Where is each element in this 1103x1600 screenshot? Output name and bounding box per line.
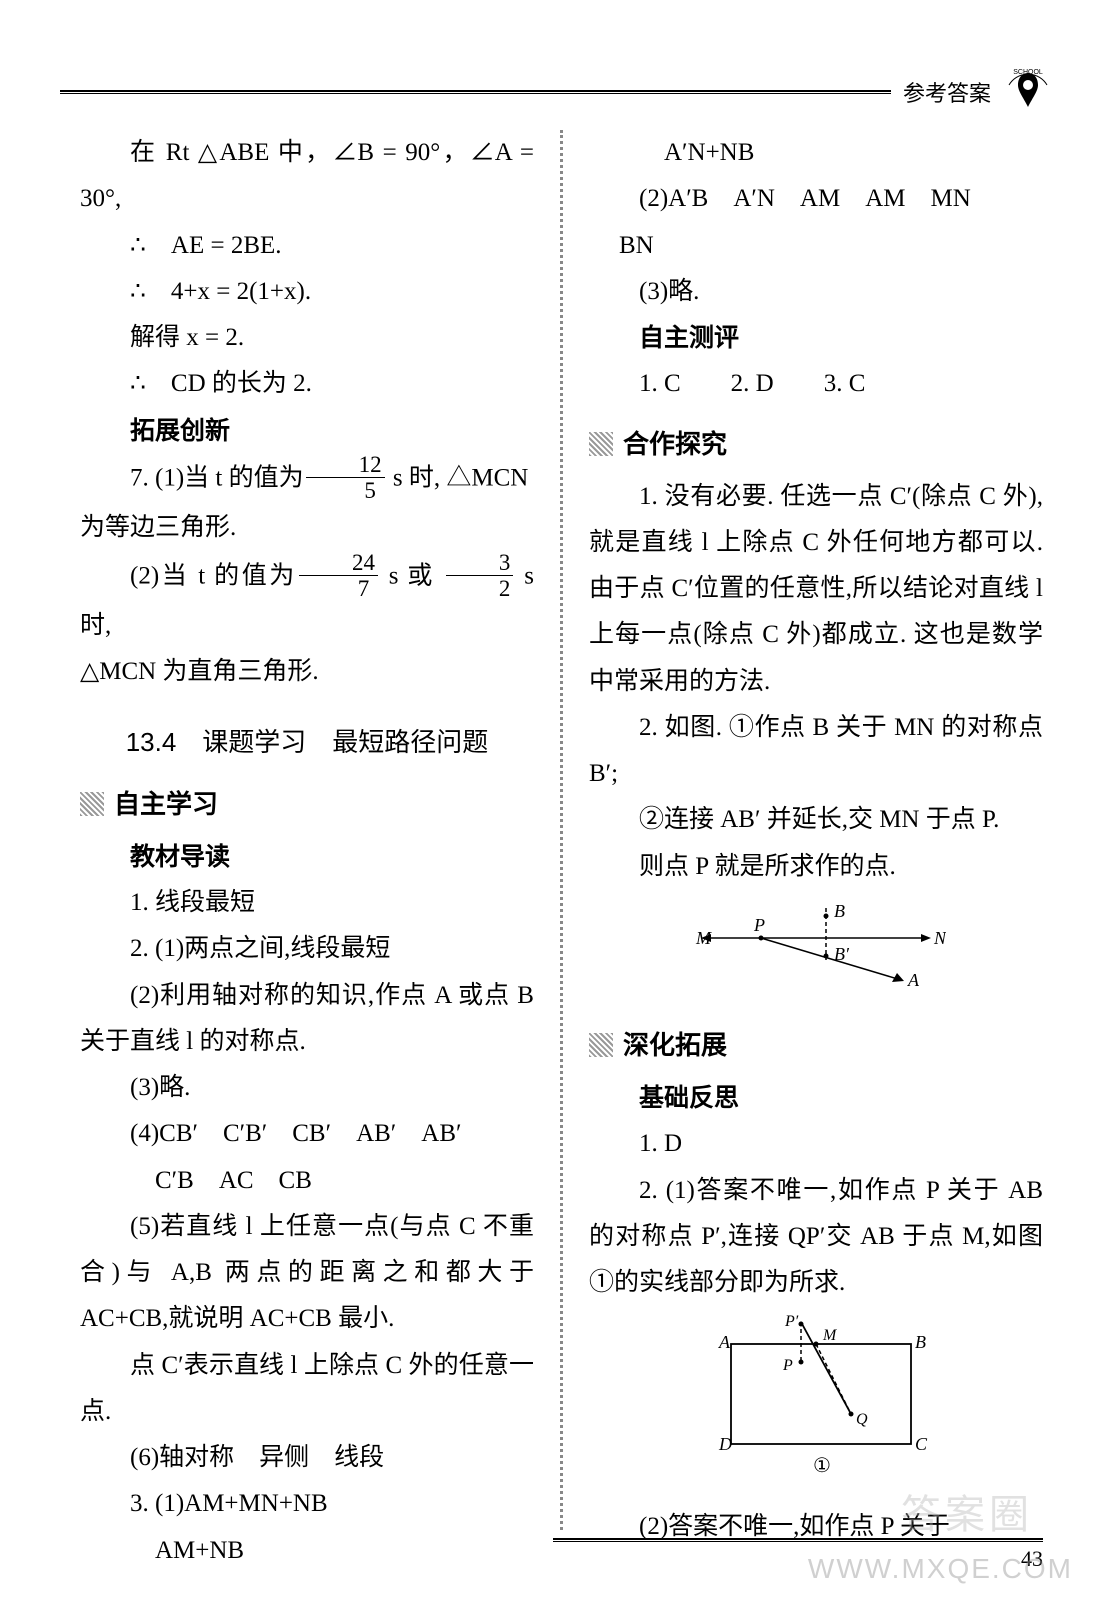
text-line: 3. (1)AM+MN+NB bbox=[80, 1481, 534, 1527]
svg-text:C: C bbox=[915, 1434, 928, 1454]
svg-text:P: P bbox=[782, 1357, 793, 1374]
text-line: AM+NB bbox=[80, 1528, 534, 1574]
school-logo: SCHOOL bbox=[1003, 67, 1053, 117]
watermark-cn: 答案圈 bbox=[901, 1482, 1033, 1540]
header-title: 参考答案 bbox=[903, 76, 991, 108]
fraction: 247 bbox=[299, 550, 378, 602]
diagram-2: A B C D P′ P M Q ① bbox=[589, 1314, 1043, 1495]
text-line: ②连接 AB′ 并延长,交 MN 于点 P. bbox=[589, 797, 1043, 843]
text-line: 1. 没有必要. 任选一点 C′(除点 C 外),就是直线 l 上除点 C 外任… bbox=[589, 474, 1043, 705]
text-line: 2. 如图. ①作点 B 关于 MN 的对称点 B′; bbox=[589, 705, 1043, 798]
text-line: 点 C′表示直线 l 上除点 C 外的任意一点. bbox=[80, 1343, 534, 1436]
svg-text:B: B bbox=[834, 901, 845, 921]
subsection: 教材导读 bbox=[80, 834, 534, 880]
header-rule bbox=[60, 90, 891, 94]
text-line: ∴ 4+x = 2(1+x). bbox=[80, 269, 534, 315]
text-line: 7. (1)当 t 的值为125 s 时, △MCN bbox=[80, 454, 534, 506]
text-line: 解得 x = 2. bbox=[80, 315, 534, 361]
section-header: 自主学习 bbox=[80, 780, 534, 828]
text-fragment: s 或 bbox=[380, 562, 444, 589]
subsection: 拓展创新 bbox=[80, 408, 534, 454]
text-line: 1. D bbox=[589, 1121, 1043, 1167]
text-line: C′B AC CB bbox=[80, 1158, 534, 1204]
svg-text:B: B bbox=[915, 1332, 926, 1352]
svg-text:D: D bbox=[718, 1434, 732, 1454]
text-line: (2)当 t 的值为247 s 或 32 s 时, bbox=[80, 552, 534, 650]
text-line: (3)略. bbox=[589, 269, 1043, 315]
svg-text:SCHOOL: SCHOOL bbox=[1013, 69, 1043, 76]
text-line: (6)轴对称 异侧 线段 bbox=[80, 1435, 534, 1481]
numerator: 3 bbox=[446, 550, 514, 576]
text-line: (5)若直线 l 上任意一点(与点 C 不重合)与 A,B 两点的距离之和都大于… bbox=[80, 1204, 534, 1343]
numerator: 24 bbox=[299, 550, 378, 576]
text-line: (3)略. bbox=[80, 1065, 534, 1111]
text-fragment: 7. (1)当 t 的值为 bbox=[130, 464, 304, 491]
text-line: 2. (1)两点之间,线段最短 bbox=[80, 926, 534, 972]
svg-text:P: P bbox=[753, 915, 765, 935]
subsection: 基础反思 bbox=[589, 1075, 1043, 1121]
section-header: 合作探究 bbox=[589, 420, 1043, 468]
text-line: A′N+NB bbox=[589, 130, 1043, 176]
left-column: 在 Rt △ABE 中，∠B = 90°，∠A = 30°, ∴ AE = 2B… bbox=[80, 130, 554, 1530]
text-line: ∴ AE = 2BE. bbox=[80, 223, 534, 269]
section-marker bbox=[589, 432, 613, 456]
text-line: 为等边三角形. bbox=[80, 505, 534, 551]
text-line: △MCN 为直角三角形. bbox=[80, 649, 534, 695]
text-line: 在 Rt △ABE 中，∠B = 90°，∠A = 30°, bbox=[80, 130, 534, 223]
subsection: 自主测评 bbox=[589, 315, 1043, 361]
fraction: 125 bbox=[306, 452, 385, 504]
svg-text:P′: P′ bbox=[784, 1314, 799, 1330]
watermark-url: WWW.MXQE.COM bbox=[808, 1553, 1073, 1585]
denominator: 2 bbox=[446, 576, 514, 601]
text-line: (4)CB′ C′B′ CB′ AB′ AB′ bbox=[80, 1111, 534, 1157]
svg-text:M: M bbox=[695, 928, 712, 948]
section-title: 自主学习 bbox=[114, 780, 218, 828]
text-line: BN bbox=[589, 223, 1043, 269]
text-line: ∴ CD 的长为 2. bbox=[80, 361, 534, 407]
svg-text:M: M bbox=[822, 1327, 838, 1344]
section-header: 深化拓展 bbox=[589, 1021, 1043, 1069]
svg-text:N: N bbox=[933, 928, 946, 948]
text-fragment: s 时, △MCN bbox=[387, 464, 529, 491]
text-line: 1. 线段最短 bbox=[80, 880, 534, 926]
section-marker bbox=[80, 792, 104, 816]
column-divider bbox=[560, 130, 563, 1530]
diagram-1: M N P B B′ A bbox=[589, 898, 1043, 1009]
svg-text:A: A bbox=[718, 1332, 731, 1352]
svg-text:①: ① bbox=[813, 1455, 831, 1477]
section-marker bbox=[589, 1033, 613, 1057]
numerator: 12 bbox=[306, 452, 385, 478]
text-line: 1. C 2. D 3. C bbox=[589, 361, 1043, 407]
section-title: 合作探究 bbox=[623, 420, 727, 468]
svg-text:Q: Q bbox=[856, 1411, 868, 1428]
denominator: 5 bbox=[311, 478, 379, 503]
fraction: 32 bbox=[446, 550, 514, 602]
section-title: 深化拓展 bbox=[623, 1021, 727, 1069]
text-fragment: (2)当 t 的值为 bbox=[130, 562, 297, 589]
text-line: (2)A′B A′N AM AM MN bbox=[589, 176, 1043, 222]
text-line: 2. (1)答案不唯一,如作点 P 关于 AB 的对称点 P′,连接 QP′交 … bbox=[589, 1168, 1043, 1307]
svg-text:A: A bbox=[907, 970, 920, 990]
right-column: A′N+NB (2)A′B A′N AM AM MN BN (3)略. 自主测评… bbox=[569, 130, 1043, 1530]
text-line: 则点 P 就是所求作的点. bbox=[589, 844, 1043, 890]
denominator: 7 bbox=[305, 576, 373, 601]
svg-text:B′: B′ bbox=[834, 944, 850, 964]
chapter-title: 13.4 课题学习 最短路径问题 bbox=[80, 718, 534, 766]
text-line: (2)利用轴对称的知识,作点 A 或点 B 关于直线 l 的对称点. bbox=[80, 973, 534, 1066]
